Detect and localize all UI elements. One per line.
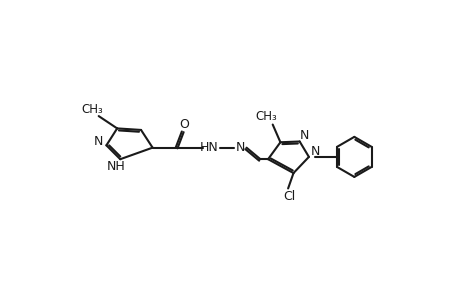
Text: O: O xyxy=(179,118,189,131)
Text: HN: HN xyxy=(200,141,218,154)
Text: N: N xyxy=(310,145,319,158)
Text: N: N xyxy=(235,141,245,154)
Text: CH₃: CH₃ xyxy=(82,103,103,116)
Text: N: N xyxy=(94,135,103,148)
Text: Cl: Cl xyxy=(282,190,294,203)
Text: NH: NH xyxy=(106,160,125,173)
Text: N: N xyxy=(299,129,308,142)
Text: CH₃: CH₃ xyxy=(255,110,277,123)
